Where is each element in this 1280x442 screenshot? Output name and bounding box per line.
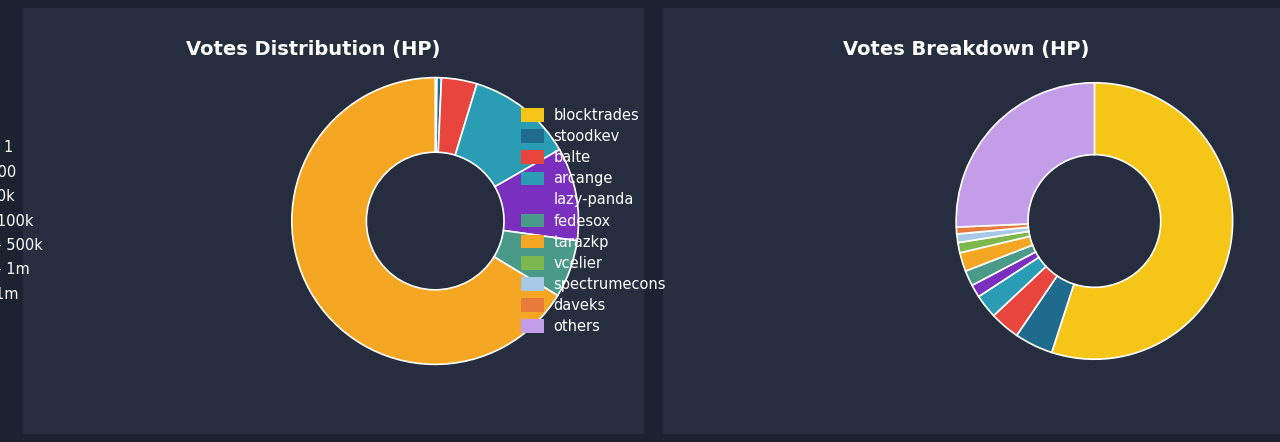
Wedge shape [436,78,442,152]
Wedge shape [456,84,559,187]
Wedge shape [956,227,1029,243]
Legend: blocktrades, stoodkev, balte, arcange, lazy-panda, fedesox, tarazkp, vcelier, sp: blocktrades, stoodkev, balte, arcange, l… [521,108,666,334]
Text: Votes Breakdown (HP): Votes Breakdown (HP) [844,40,1089,59]
Wedge shape [495,149,579,241]
Wedge shape [965,245,1036,285]
Wedge shape [494,230,577,296]
Wedge shape [979,257,1046,316]
Wedge shape [956,83,1094,227]
Wedge shape [956,224,1028,234]
Wedge shape [292,78,558,364]
Wedge shape [957,231,1030,253]
Wedge shape [435,78,436,152]
Legend: Under 1, 1 - 1000, 1k - 10k, 10k - 100k, 100k - 500k, 500k - 1m, Over 1m: Under 1, 1 - 1000, 1k - 10k, 10k - 100k,… [0,140,42,302]
Wedge shape [1052,83,1233,359]
Wedge shape [993,267,1057,335]
Wedge shape [960,236,1033,271]
Text: Votes Distribution (HP): Votes Distribution (HP) [187,40,440,59]
Wedge shape [972,252,1039,297]
Wedge shape [438,78,477,155]
Wedge shape [1016,276,1074,352]
